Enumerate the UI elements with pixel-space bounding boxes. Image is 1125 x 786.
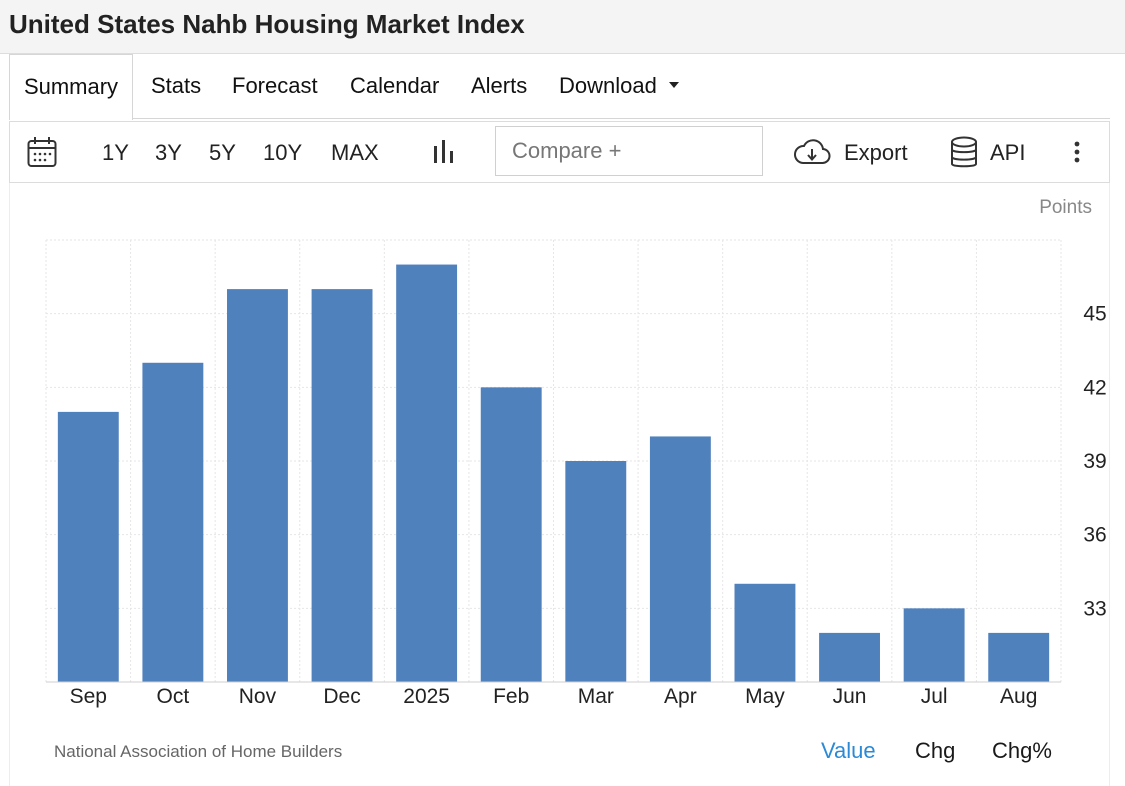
x-tick-label: Aug xyxy=(1000,685,1037,708)
change-mode-button[interactable]: Chg xyxy=(915,738,956,763)
change-percent-mode-button[interactable]: Chg% xyxy=(992,738,1052,763)
cloud-download-icon[interactable] xyxy=(793,138,831,168)
compare-input[interactable] xyxy=(495,126,763,176)
x-tick-label: Oct xyxy=(157,685,190,708)
tab-alerts[interactable]: Alerts xyxy=(471,73,528,98)
range-max-button[interactable]: MAX xyxy=(331,140,379,165)
tab-calendar[interactable]: Calendar xyxy=(350,73,440,98)
tab-stats[interactable]: Stats xyxy=(151,73,202,98)
chart-area: Points 33 36 39 42 45 Sep Oct Nov Dec 2025 Feb Mar A… xyxy=(9,183,1110,786)
x-tick-label: May xyxy=(745,685,785,708)
tabs-divider xyxy=(133,118,1110,119)
vertical-dots-icon[interactable] xyxy=(1072,140,1082,166)
range-3y-button[interactable]: 3Y xyxy=(155,140,182,165)
tab-download[interactable]: Download xyxy=(559,54,679,120)
unit-label: Points xyxy=(1039,197,1092,218)
range-1y-button[interactable]: 1Y xyxy=(102,140,129,165)
api-button[interactable]: API xyxy=(990,140,1026,165)
x-tick-label: Dec xyxy=(323,685,360,708)
x-tick-label: Mar xyxy=(578,685,614,708)
bar xyxy=(227,289,288,682)
export-button[interactable]: Export xyxy=(844,140,908,165)
y-tick-label: 33 xyxy=(1083,597,1106,620)
range-10y-button[interactable]: 10Y xyxy=(263,140,303,165)
range-5y-button[interactable]: 5Y xyxy=(209,140,236,165)
tab-bar: Summary Stats Forecast Calendar Alerts D… xyxy=(0,54,1125,120)
bar xyxy=(819,632,880,682)
caret-down-icon xyxy=(668,82,679,89)
x-tick-label: Apr xyxy=(664,685,697,708)
value-mode-button[interactable]: Value xyxy=(821,738,876,763)
bar-chart-icon[interactable] xyxy=(433,140,455,166)
source-label: National Association of Home Builders xyxy=(54,742,343,761)
y-tick-label: 45 xyxy=(1083,303,1106,326)
bar xyxy=(565,461,627,682)
bar-chart: 33 36 39 42 45 Sep Oct Nov Dec 2025 Feb Mar Apr May Ju… xyxy=(45,239,1107,708)
tab-forecast[interactable]: Forecast xyxy=(232,73,318,98)
bar xyxy=(480,387,542,682)
page-title: United States Nahb Housing Market Index xyxy=(9,9,525,39)
bar xyxy=(142,362,204,682)
bar xyxy=(649,436,711,682)
x-tick-label: Jul xyxy=(921,685,948,708)
x-tick-label: Nov xyxy=(239,685,277,708)
bar xyxy=(734,583,796,682)
tab-download-label: Download xyxy=(559,73,657,98)
x-tick-label: Jun xyxy=(833,685,867,708)
x-tick-label: Sep xyxy=(70,685,107,708)
y-tick-label: 36 xyxy=(1083,524,1106,547)
bar xyxy=(903,608,965,682)
database-icon[interactable] xyxy=(950,136,978,170)
title-bar: United States Nahb Housing Market Index xyxy=(0,0,1125,54)
y-tick-label: 42 xyxy=(1083,376,1106,399)
calendar-icon[interactable] xyxy=(27,136,57,170)
bar xyxy=(396,264,458,682)
x-tick-label: Feb xyxy=(493,685,529,708)
bar xyxy=(311,289,373,682)
tab-summary[interactable]: Summary xyxy=(9,54,133,120)
bar xyxy=(988,632,1050,682)
x-tick-label: 2025 xyxy=(403,685,450,708)
chart-toolbar: 1Y 3Y 5Y 10Y MAX Export API xyxy=(9,121,1110,183)
y-tick-label: 39 xyxy=(1083,450,1106,473)
bar xyxy=(57,411,119,682)
